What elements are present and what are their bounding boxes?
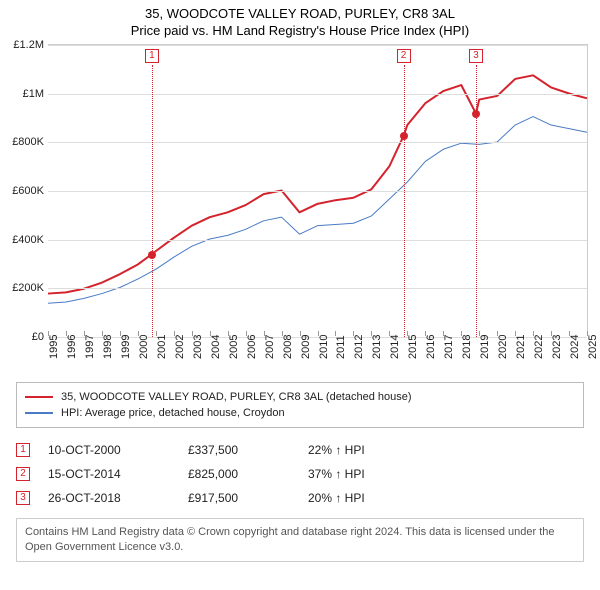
legend-row: HPI: Average price, detached house, Croy…	[25, 405, 575, 421]
y-gridline	[48, 94, 587, 95]
sales-table-row: 2 15-OCT-2014£825,00037% ↑ HPI	[16, 462, 584, 486]
sale-marker-dot	[472, 110, 480, 118]
sale-marker-box: 3	[469, 49, 483, 63]
y-tick-label: £1M	[2, 88, 44, 100]
x-tick	[389, 331, 390, 336]
y-tick-label: £200K	[2, 282, 44, 294]
x-tick	[102, 331, 103, 336]
x-tick	[156, 331, 157, 336]
y-gridline	[48, 288, 587, 289]
plot-region: £0£200K£400K£600K£800K£1M£1.2M123	[48, 44, 588, 336]
legend-row: 35, WOODCOTE VALLEY ROAD, PURLEY, CR8 3A…	[25, 389, 575, 405]
title-address: 35, WOODCOTE VALLEY ROAD, PURLEY, CR8 3A…	[0, 6, 600, 21]
x-tick	[210, 331, 211, 336]
sale-marker-box: 1	[145, 49, 159, 63]
sales-table-date: 15-OCT-2014	[48, 467, 188, 481]
sales-table-price: £917,500	[188, 491, 308, 505]
legend-swatch	[25, 412, 53, 414]
y-tick-label: £600K	[2, 185, 44, 197]
y-gridline	[48, 45, 587, 46]
x-tick	[120, 331, 121, 336]
x-tick	[551, 331, 552, 336]
chart-container: 35, WOODCOTE VALLEY ROAD, PURLEY, CR8 3A…	[0, 0, 600, 562]
x-tick	[282, 331, 283, 336]
y-tick-label: £0	[2, 331, 44, 343]
sale-marker-dot	[400, 132, 408, 140]
attribution-text: Contains HM Land Registry data © Crown c…	[16, 518, 584, 562]
legend-label: 35, WOODCOTE VALLEY ROAD, PURLEY, CR8 3A…	[61, 391, 412, 403]
y-gridline	[48, 142, 587, 143]
legend-swatch	[25, 396, 53, 398]
x-tick	[407, 331, 408, 336]
title-subtitle: Price paid vs. HM Land Registry's House …	[0, 23, 600, 38]
sales-table: 1 10-OCT-2000£337,50022% ↑ HPI 2 15-OCT-201…	[16, 438, 584, 510]
sales-table-row: 1 10-OCT-2000£337,50022% ↑ HPI	[16, 438, 584, 462]
x-tick	[264, 331, 265, 336]
x-tick	[335, 331, 336, 336]
sales-table-marker-box: 2	[16, 467, 30, 481]
x-tick	[479, 331, 480, 336]
y-tick-label: £400K	[2, 234, 44, 246]
x-tick	[48, 331, 49, 336]
x-tick	[192, 331, 193, 336]
sales-table-price: £825,000	[188, 467, 308, 481]
x-tick	[318, 331, 319, 336]
sales-table-delta: 37% ↑ HPI	[308, 467, 365, 481]
x-axis-labels: 1995199619971998199920002001200220032004…	[48, 336, 588, 374]
title-block: 35, WOODCOTE VALLEY ROAD, PURLEY, CR8 3A…	[0, 0, 600, 40]
x-tick	[533, 331, 534, 336]
x-tick	[84, 331, 85, 336]
x-tick	[425, 331, 426, 336]
sales-table-date: 10-OCT-2000	[48, 443, 188, 457]
x-tick	[587, 331, 588, 336]
sales-table-delta: 20% ↑ HPI	[308, 491, 365, 505]
x-tick	[371, 331, 372, 336]
sales-table-marker-box: 1	[16, 443, 30, 457]
sales-table-row: 3 26-OCT-2018£917,50020% ↑ HPI	[16, 486, 584, 510]
x-tick-label: 2025	[587, 335, 600, 359]
sales-table-delta: 22% ↑ HPI	[308, 443, 365, 457]
sales-table-price: £337,500	[188, 443, 308, 457]
y-tick-label: £800K	[2, 136, 44, 148]
x-tick	[569, 331, 570, 336]
series-line-property	[48, 75, 587, 293]
x-tick	[443, 331, 444, 336]
legend: 35, WOODCOTE VALLEY ROAD, PURLEY, CR8 3A…	[16, 382, 584, 428]
x-tick	[300, 331, 301, 336]
x-tick	[497, 331, 498, 336]
sale-marker-dot	[148, 251, 156, 259]
series-line-hpi	[48, 117, 587, 304]
x-tick	[138, 331, 139, 336]
x-tick	[353, 331, 354, 336]
chart-area: £0£200K£400K£600K£800K£1M£1.2M123 199519…	[48, 44, 588, 374]
y-gridline	[48, 191, 587, 192]
y-tick-label: £1.2M	[2, 39, 44, 51]
x-tick	[515, 331, 516, 336]
legend-label: HPI: Average price, detached house, Croy…	[61, 407, 285, 419]
x-tick	[246, 331, 247, 336]
x-tick	[174, 331, 175, 336]
sale-marker-vline	[476, 65, 477, 337]
x-tick	[228, 331, 229, 336]
sale-marker-vline	[404, 65, 405, 337]
sale-marker-box: 2	[397, 49, 411, 63]
sales-table-date: 26-OCT-2018	[48, 491, 188, 505]
sales-table-marker-box: 3	[16, 491, 30, 505]
x-tick	[66, 331, 67, 336]
y-gridline	[48, 240, 587, 241]
x-tick	[461, 331, 462, 336]
sale-marker-vline	[152, 65, 153, 337]
